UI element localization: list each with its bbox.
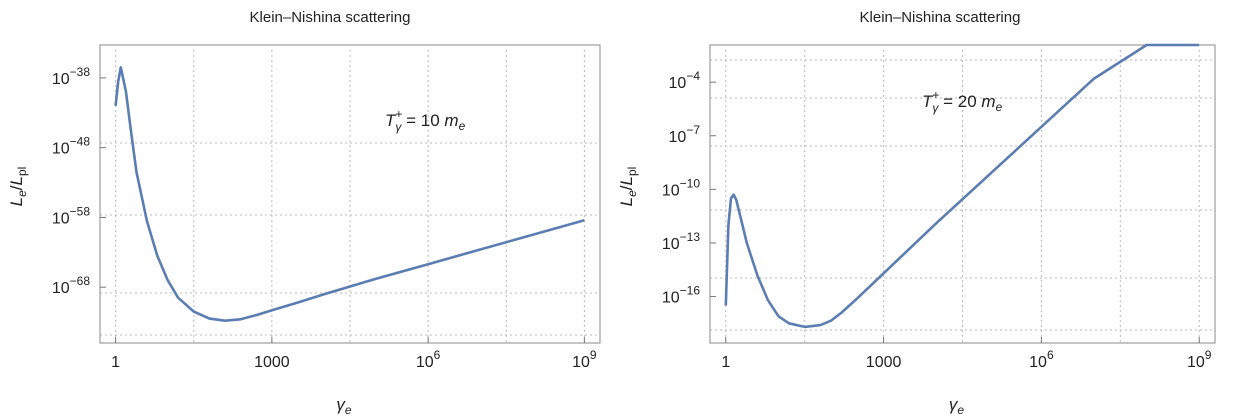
plot-frame	[709, 44, 1216, 344]
x-tick-label: 1	[721, 354, 730, 371]
chart-title: Klein–Nishina scattering	[250, 9, 411, 26]
x-tick-label: 1	[111, 354, 120, 371]
y-tick-label: 10−16	[662, 284, 700, 307]
series-line-1	[114, 66, 585, 322]
x-tick-label: 109	[572, 348, 597, 371]
y-tick-label: 10−38	[52, 65, 90, 88]
temperature-annotation: T+ γ = 10 me	[385, 107, 466, 134]
chart-panel-2: Klein–Nishina scattering 1 1000 106 109 10−4 1…	[617, 9, 1216, 416]
temperature-annotation: T+ γ = 20 me	[922, 88, 1003, 115]
chart-panel-1: Klein–Nishina scattering 1 1000 106 109 10−38…	[7, 9, 601, 416]
x-tick-label: 1000	[866, 354, 902, 371]
plot-frame	[99, 44, 601, 344]
x-tick-label: 106	[416, 348, 441, 371]
y-tick-label: 10−58	[52, 204, 90, 227]
x-axis-label: γe	[336, 395, 352, 416]
y-tick-label: 10−7	[669, 123, 701, 146]
x-tick-label: 109	[1187, 348, 1212, 371]
y-tick-label: 10−10	[662, 176, 700, 199]
x-tick-label: 106	[1029, 348, 1054, 371]
chart-title: Klein–Nishina scattering	[860, 9, 1021, 26]
y-axis-label: Le/Lpl	[617, 167, 639, 207]
series-line-1	[724, 43, 1200, 329]
y-tick-label: 10−48	[52, 135, 90, 158]
x-axis-label: γe	[949, 395, 965, 416]
y-tick-label: 10−68	[52, 274, 90, 297]
y-axis-label: Le/Lpl	[7, 167, 29, 207]
y-tick-label: 10−13	[662, 230, 700, 253]
y-tick-label: 10−4	[669, 69, 701, 92]
x-tick-label: 1000	[254, 354, 290, 371]
